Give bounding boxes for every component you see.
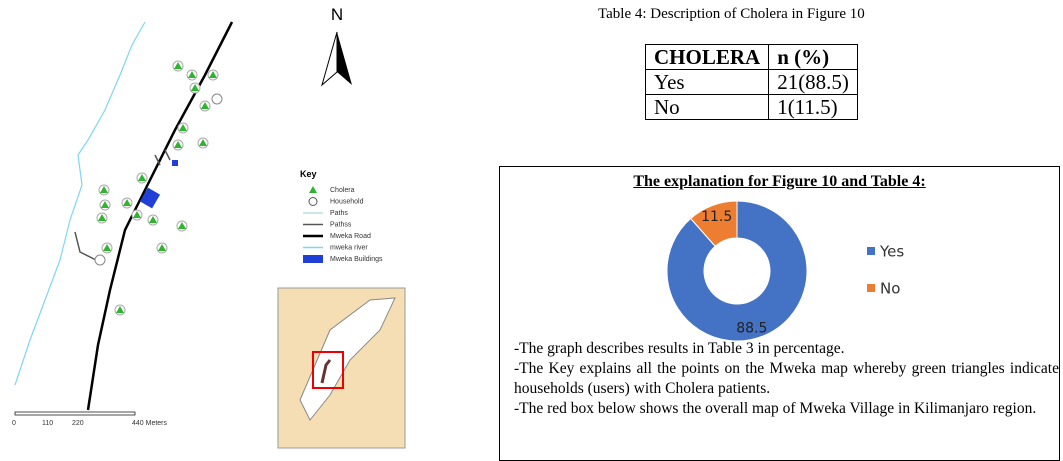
cholera-marker bbox=[158, 244, 166, 251]
legend-label: No bbox=[880, 280, 900, 298]
key-label: Household bbox=[330, 198, 364, 205]
legend-swatch bbox=[867, 284, 875, 292]
cholera-marker bbox=[116, 306, 124, 313]
donut-slice bbox=[690, 200, 738, 247]
cell: 1(11.5) bbox=[768, 94, 858, 120]
cholera-marker bbox=[98, 214, 106, 221]
cholera-marker bbox=[138, 174, 146, 181]
cell: No bbox=[644, 94, 770, 120]
data-label: 88.5 bbox=[736, 321, 767, 337]
explanation-title: The explanation for Figure 10 and Table … bbox=[633, 173, 926, 190]
scale-bar bbox=[14, 411, 136, 416]
key-symbol bbox=[309, 186, 317, 193]
cholera-marker bbox=[179, 124, 187, 131]
cell: Yes bbox=[644, 69, 770, 95]
cholera-marker bbox=[101, 201, 109, 208]
header-cell: CHOLERA bbox=[644, 44, 770, 70]
cholera-marker bbox=[123, 199, 131, 206]
cholera-marker bbox=[174, 141, 182, 148]
paragraph: -The Key explains all the points on the … bbox=[514, 360, 1059, 397]
road bbox=[86, 21, 234, 411]
key-label: Paths bbox=[330, 210, 348, 217]
paths bbox=[74, 149, 171, 263]
north-arrow bbox=[337, 32, 352, 85]
key-symbol bbox=[308, 197, 318, 206]
header-cell: n (%) bbox=[768, 44, 858, 70]
household bbox=[211, 93, 223, 105]
cell: 21(88.5) bbox=[768, 69, 858, 95]
data-label: 11.5 bbox=[701, 209, 732, 225]
key-label: Cholera bbox=[330, 187, 355, 194]
explanation-box: The explanation for Figure 10 and Table … bbox=[499, 166, 1060, 461]
scale-label: 0 bbox=[12, 420, 16, 427]
key-symbol bbox=[303, 255, 323, 263]
cholera-marker bbox=[191, 84, 199, 91]
building bbox=[139, 187, 161, 209]
key-label: Mweka Buildings bbox=[330, 256, 383, 263]
cholera-marker bbox=[174, 62, 182, 69]
household bbox=[94, 254, 106, 266]
legend-swatch bbox=[867, 247, 875, 255]
cholera-marker bbox=[133, 211, 141, 218]
key-label: mweka river bbox=[330, 244, 368, 251]
key-label: Mweka Road bbox=[330, 233, 371, 240]
building bbox=[172, 160, 178, 166]
table: CHOLERA n (%) Yes 21(88.5) No 1(11.5) bbox=[644, 44, 858, 120]
cholera-marker bbox=[199, 139, 207, 146]
scale-label: 220 bbox=[72, 420, 84, 427]
map: N Key Cholera Household Paths Pathss Mweka R… bbox=[12, 5, 406, 449]
explanation-text: -The graph describes results in Table 3 … bbox=[514, 339, 1059, 419]
cholera-marker bbox=[178, 222, 186, 229]
river bbox=[14, 21, 146, 386]
cholera-marker bbox=[201, 102, 209, 109]
donut-chart: 88.5 Yes 11.5 No bbox=[666, 200, 904, 342]
paragraph: -The red box below shows the overall map… bbox=[514, 400, 1037, 417]
cholera-marker bbox=[103, 244, 111, 251]
donut-slice bbox=[666, 200, 808, 342]
cholera-marker bbox=[100, 186, 108, 193]
red-box bbox=[312, 351, 344, 389]
cholera-marker bbox=[209, 71, 217, 78]
legend-label: Yes bbox=[879, 243, 904, 261]
village-shape bbox=[320, 359, 332, 384]
cholera-marker bbox=[149, 216, 157, 223]
north-arrow bbox=[321, 31, 338, 87]
key-label: Pathss bbox=[330, 221, 352, 228]
inset-land bbox=[299, 297, 396, 421]
paragraph: -The graph describes results in Table 3 … bbox=[514, 340, 845, 357]
table-caption: Table 4: Description of Cholera in Figur… bbox=[598, 6, 865, 22]
cholera-marker bbox=[188, 71, 196, 78]
key-title: Key bbox=[300, 169, 317, 179]
scale-label: 110 bbox=[42, 420, 53, 427]
scale-label: 440 Meters bbox=[132, 420, 168, 427]
north-label: N bbox=[331, 5, 343, 24]
